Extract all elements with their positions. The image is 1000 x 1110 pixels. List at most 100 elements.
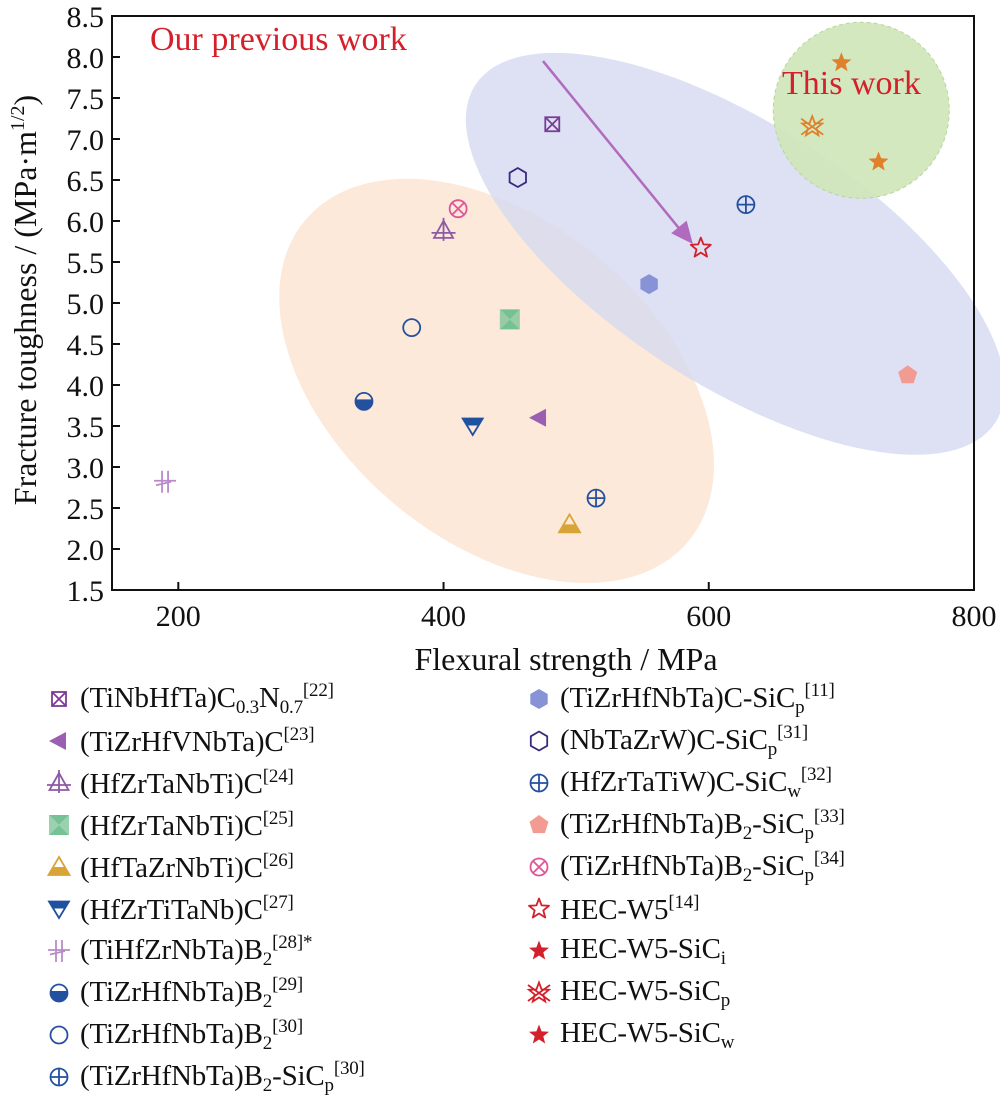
legend-label-sub: p <box>804 822 815 844</box>
legend-label-base: (TiZrHfNbTa)B <box>560 807 743 840</box>
legend-right-item-4: (TiZrHfNbTa)B2-SiCp[33] <box>524 805 845 844</box>
legend-marker-icon <box>51 691 67 707</box>
legend-marker-icon <box>49 1025 69 1045</box>
legend-marker-icon <box>529 815 549 834</box>
y-axis-label-close: ) <box>7 95 43 106</box>
legend-label-sub: 2 <box>742 864 753 886</box>
y-tick-label: 4.5 <box>67 329 105 362</box>
y-tick-label: 3.5 <box>67 411 105 444</box>
region-green <box>772 21 950 199</box>
legend-label-sup: [26] <box>262 849 294 871</box>
legend-label-base: (HfTaZrNbTi)C <box>80 851 263 884</box>
legend-label-sub: w <box>720 1031 735 1053</box>
legend-left-item-2: (TiZrHfVNbTa)C[23] <box>44 724 315 758</box>
legend-label-sup: [33] <box>813 805 845 827</box>
legend-label: (TiZrHfNbTa)B2[29] <box>80 974 303 1013</box>
data-point-15 <box>448 199 468 219</box>
legend-right-item-3: (HfZrTaTiW)C-SiCw[32] <box>524 763 832 802</box>
data-point-9 <box>402 318 422 338</box>
x-tick-label: 800 <box>952 600 997 633</box>
legend-marker-icon <box>49 1067 69 1087</box>
y-tick-label: 8.0 <box>67 42 105 75</box>
legend-label-sup: [11] <box>804 679 835 701</box>
legend-marker-icon <box>529 1024 549 1044</box>
legend-label: HEC-W5[14] <box>560 892 699 927</box>
data-point-17 <box>831 52 852 72</box>
legend-marker-icon <box>47 770 71 793</box>
y-tick-label: 7.5 <box>67 83 105 116</box>
legend-marker-icon <box>529 773 549 793</box>
legend-left-item-4: (HfZrTaNbTi)C[25] <box>44 808 294 842</box>
legend-marker-icon <box>48 940 70 962</box>
legend-left-item-7: (TiHfZrNbTa)B2[28]* <box>44 932 312 970</box>
legend-label-sup: [32] <box>800 763 832 785</box>
data-point-10 <box>586 488 606 508</box>
legend-label-sub: p <box>795 696 805 718</box>
legend-right-item-1: (TiZrHfNbTa)C-SiCp[11] <box>524 680 835 719</box>
y-tick-label: 5.0 <box>67 288 105 321</box>
legend-label: (TiZrHfNbTa)C-SiCp[11] <box>560 680 835 719</box>
y-tick-label: 1.5 <box>67 575 105 608</box>
legend-label-sup: [31] <box>777 721 808 743</box>
legend-label-base: HEC-W5-SiC <box>560 932 721 965</box>
legend-marker-icon <box>49 732 66 750</box>
data-point-2 <box>529 408 547 427</box>
x-axis-label: Flexural strength / MPa <box>414 641 717 677</box>
legend-marker-icon <box>529 857 549 877</box>
legend-label-base: (HfZrTaNbTi)C <box>80 809 263 842</box>
x-tick-label: 400 <box>421 600 466 633</box>
legend-label-sub: 2 <box>262 990 273 1012</box>
y-tick-label: 8.5 <box>67 1 105 34</box>
y-tick-label: 5.5 <box>67 247 105 280</box>
legend-label-sup: [24] <box>262 765 294 787</box>
data-point-11 <box>640 274 658 295</box>
legend-label-mid: -SiC <box>272 1059 325 1092</box>
legend-left-item-8: (TiZrHfNbTa)B2[29] <box>44 974 303 1013</box>
data-point-4 <box>499 309 520 330</box>
data-point-7 <box>154 470 177 493</box>
y-tick-label: 6.5 <box>67 165 105 198</box>
legend-label-sub: p <box>720 989 731 1011</box>
legend-label: (TiNbHfTa)C0.3N0.7[22] <box>80 680 334 719</box>
legend-label: HEC-W5-SiCw <box>560 1017 734 1054</box>
data-point-14 <box>898 365 918 384</box>
legend-label: (TiZrHfNbTa)B2-SiCp[30] <box>80 1058 365 1097</box>
arrow-layer <box>542 60 693 244</box>
legend-label: (HfZrTiTaNb)C[27] <box>80 892 294 927</box>
y-tick-label: 2.5 <box>67 493 105 526</box>
legend-label: (NbTaZrW)C-SiCp[31] <box>560 722 808 761</box>
legend-marker-icon <box>529 940 549 960</box>
data-point-6 <box>461 417 485 437</box>
legend-label-sub: p <box>767 738 778 760</box>
legend-marker-icon <box>526 979 552 1004</box>
legend-right-item-7: HEC-W5-SiCi <box>524 932 726 969</box>
legend-label-sub: w <box>787 780 801 802</box>
legend-label-sub: 0.3 <box>235 696 259 718</box>
legend-marker-icon <box>47 900 71 920</box>
x-tick-label: 600 <box>686 600 731 633</box>
legend-label-sup: [22] <box>302 679 334 701</box>
legend-left-item-3: (HfZrTaNbTi)C[24] <box>44 766 294 800</box>
arrow-head <box>671 220 693 244</box>
legend-label-base: (TiZrHfNbTa)C-SiC <box>560 681 796 714</box>
legend-left-item-1: (TiNbHfTa)C0.3N0.7[22] <box>44 680 334 719</box>
legend-label-sub: p <box>804 864 815 886</box>
legend-label-sub: 2 <box>262 948 273 970</box>
legend-left-item-6: (HfZrTiTaNb)C[27] <box>44 892 294 926</box>
annotation-previous-work: Our previous work <box>150 21 407 58</box>
legend-label-base: (TiZrHfVNbTa)C <box>80 725 284 758</box>
legend-label-sub: p <box>324 1074 335 1096</box>
legend-label-base: (HfZrTiTaNb)C <box>80 893 263 926</box>
arrow-line <box>542 60 688 239</box>
y-tick-label: 2.0 <box>67 534 105 567</box>
legend-label-sup: [34] <box>813 847 845 869</box>
legend-label: (TiZrHfNbTa)B2[30] <box>80 1016 303 1055</box>
legend-label-base: (NbTaZrW)C-SiC <box>560 723 768 756</box>
legend-label: (TiZrHfNbTa)B2-SiCp[34] <box>560 848 845 887</box>
legend-label-base: HEC-W5-SiC <box>560 1016 721 1049</box>
legend-right-item-9: HEC-W5-SiCw <box>524 1017 734 1054</box>
legend-label-sup: [30] <box>333 1057 365 1079</box>
data-point-18 <box>799 113 825 138</box>
data-point-5 <box>557 512 582 534</box>
legend-left-item-9: (TiZrHfNbTa)B2[30] <box>44 1016 303 1055</box>
